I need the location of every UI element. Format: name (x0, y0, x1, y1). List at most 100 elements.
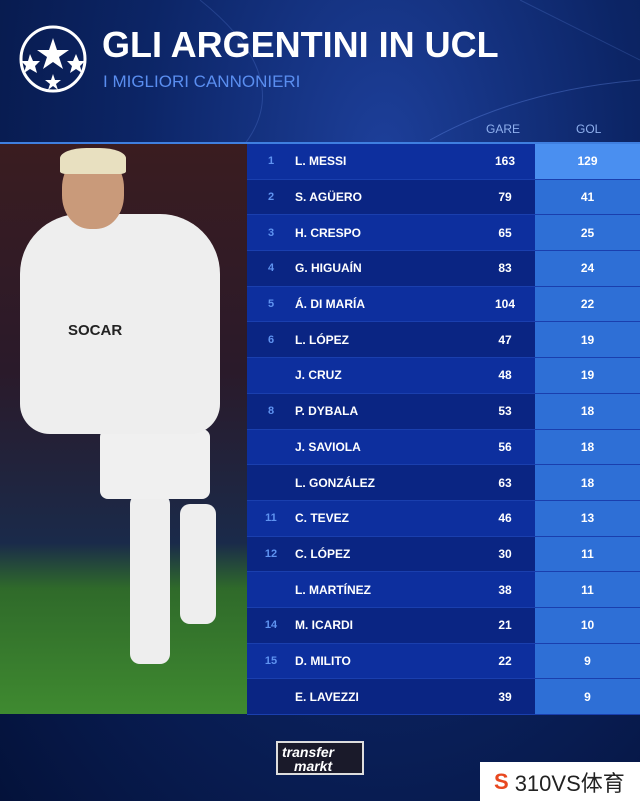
rank: 3 (267, 226, 275, 239)
gare-value: 21 (498, 618, 512, 633)
player-name: J. CRUZ (295, 368, 342, 383)
table-row: J. SAVIOLA 56 18 (247, 429, 640, 466)
gol-value: 19 (535, 322, 640, 358)
player-name: D. MILITO (295, 653, 351, 668)
page-title: GLI ARGENTINI IN UCL (102, 24, 499, 65)
table-row: 12 C. LÓPEZ 30 11 (247, 536, 640, 573)
table-row: 8 P. DYBALA 53 18 (247, 393, 640, 430)
row-main: L. GONZÁLEZ 63 (247, 465, 535, 500)
row-main: 4 G. HIGUAÍN 83 (247, 251, 535, 286)
gare-value: 104 (494, 297, 516, 312)
row-main: 14 M. ICARDI 21 (247, 607, 535, 643)
gol-value: 24 (535, 251, 640, 286)
player-name: L. MARTÍNEZ (295, 582, 371, 597)
gol-value: 9 (535, 679, 640, 714)
row-main: 6 L. LÓPEZ 47 (247, 322, 535, 358)
gare-value: 30 (498, 546, 512, 561)
watermark-logo-icon: S (494, 768, 509, 794)
row-main: 3 H. CRESPO 65 (247, 215, 535, 251)
gol-value: 10 (535, 607, 640, 643)
row-main: L. MARTÍNEZ 38 (247, 572, 535, 607)
player-name: L. MESSI (295, 154, 347, 169)
logo-text: transfer (282, 744, 335, 760)
gare-value: 46 (498, 511, 512, 526)
table-row: 1 L. MESSI 163 129 (247, 144, 640, 180)
gol-value: 13 (535, 500, 640, 536)
gare-value: 79 (498, 190, 512, 205)
player-hair (60, 148, 126, 174)
column-header-gol: GOL (576, 122, 602, 136)
gare-value: 163 (494, 154, 516, 169)
watermark: S 310VS体育 (480, 762, 640, 801)
row-main: 5 Á. DI MARÍA 104 (247, 286, 535, 322)
table-row: 14 M. ICARDI 21 10 (247, 607, 640, 644)
column-header-gare: GARE (486, 122, 521, 136)
gare-value: 56 (498, 439, 512, 454)
player-photo: SOCAR (0, 144, 247, 714)
table-row: J. CRUZ 48 19 (247, 358, 640, 394)
gare-value: 53 (498, 404, 512, 419)
player-name: J. SAVIOLA (295, 439, 361, 454)
row-main: 1 L. MESSI 163 (247, 144, 535, 179)
logo-text: markt (294, 758, 333, 774)
champions-league-starball-icon (19, 25, 87, 93)
gare-value: 47 (498, 332, 512, 347)
rank: 11 (265, 512, 277, 525)
table-row: 5 Á. DI MARÍA 104 22 (247, 286, 640, 323)
gol-value: 18 (535, 429, 640, 465)
row-main: 11 C. TEVEZ 46 (247, 500, 535, 536)
player-name: C. TEVEZ (295, 511, 350, 526)
gare-value: 22 (498, 653, 512, 668)
gare-value: 38 (498, 582, 512, 597)
table-row: L. GONZÁLEZ 63 18 (247, 465, 640, 501)
table-row: 15 D. MILITO 22 9 (247, 643, 640, 680)
jersey-sponsor: SOCAR (68, 322, 123, 339)
rank: 4 (267, 262, 275, 275)
transfermarkt-logo: transfer markt (276, 741, 364, 775)
gol-value: 129 (535, 144, 640, 179)
player-name: P. DYBALA (295, 404, 359, 419)
table-row: L. MARTÍNEZ 38 11 (247, 572, 640, 608)
rank: 5 (267, 298, 275, 311)
player-leg (180, 504, 216, 624)
player-shorts (100, 429, 210, 499)
rank: 14 (264, 619, 278, 632)
player-jersey (20, 214, 220, 434)
player-name: L. LÓPEZ (295, 332, 349, 347)
player-name: G. HIGUAÍN (295, 261, 362, 276)
rank: 2 (267, 191, 275, 204)
gol-value: 41 (535, 179, 640, 215)
row-main: 15 D. MILITO 22 (247, 643, 535, 679)
gol-value: 11 (535, 536, 640, 572)
gare-value: 39 (498, 689, 512, 704)
row-main: J. SAVIOLA 56 (247, 429, 535, 465)
gol-value: 25 (535, 215, 640, 251)
rank: 8 (267, 405, 275, 418)
player-leg (130, 494, 170, 664)
gol-value: 18 (535, 393, 640, 429)
row-main: 8 P. DYBALA 53 (247, 393, 535, 429)
gare-value: 83 (498, 261, 512, 276)
table-row: E. LAVEZZI 39 9 (247, 679, 640, 715)
rank: 12 (264, 547, 278, 560)
gol-value: 19 (535, 358, 640, 393)
gare-value: 48 (498, 368, 512, 383)
header-divider (0, 142, 640, 144)
rank: 15 (264, 654, 278, 667)
table-row: 6 L. LÓPEZ 47 19 (247, 322, 640, 359)
gare-value: 65 (498, 225, 512, 240)
gol-value: 22 (535, 286, 640, 322)
table-row: 11 C. TEVEZ 46 13 (247, 500, 640, 537)
gol-value: 9 (535, 643, 640, 679)
scorers-table: 1 L. MESSI 163 129 2 S. AGÜERO 79 41 3 H… (247, 144, 640, 715)
player-name: H. CRESPO (295, 225, 362, 240)
player-name: C. LÓPEZ (295, 546, 351, 561)
player-name: Á. DI MARÍA (295, 297, 365, 312)
player-name: S. AGÜERO (295, 190, 362, 205)
watermark-text: 310VS体育 (514, 770, 625, 796)
gol-value: 18 (535, 465, 640, 500)
page-subtitle: I MIGLIORI CANNONIERI (103, 72, 301, 91)
rank: 1 (267, 155, 275, 168)
decorative-arcs (199, 0, 640, 150)
table-row: 3 H. CRESPO 65 25 (247, 215, 640, 252)
